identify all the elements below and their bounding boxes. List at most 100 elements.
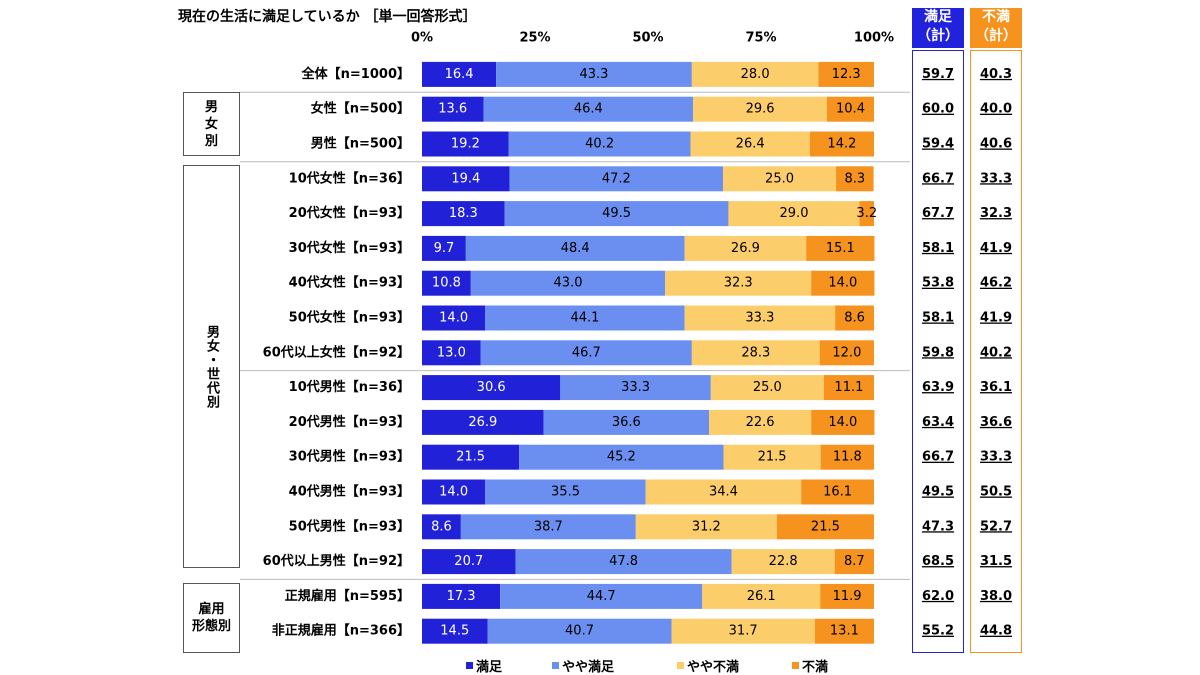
dissatisfied-total-value: 33.3 bbox=[980, 450, 1012, 465]
bar-value-label: 10.8 bbox=[432, 276, 461, 291]
bar-value-label: 14.2 bbox=[827, 137, 856, 152]
bar-value-label: 33.3 bbox=[621, 380, 650, 395]
dissatisfied-total-value: 50.5 bbox=[980, 485, 1012, 500]
bar-value-label: 22.6 bbox=[746, 415, 775, 430]
satisfied-total-value: 62.0 bbox=[922, 589, 954, 604]
dissatisfied-total-value: 32.3 bbox=[980, 206, 1012, 221]
bar-value-label: 11.1 bbox=[834, 380, 863, 395]
category-label: 60代以上男性【n=92】 bbox=[263, 553, 410, 569]
bar-value-label: 44.7 bbox=[587, 589, 616, 604]
category-label: 正規雇用【n=595】 bbox=[285, 588, 410, 604]
bar-value-label: 29.6 bbox=[746, 102, 775, 117]
bar-value-label: 47.8 bbox=[609, 554, 638, 569]
bar-value-label: 29.0 bbox=[780, 206, 809, 221]
bar-value-label: 47.2 bbox=[602, 171, 631, 186]
category-label: 20代男性【n=93】 bbox=[289, 414, 410, 430]
bar-value-label: 12.0 bbox=[832, 345, 861, 360]
bar-value-label: 12.3 bbox=[832, 67, 861, 82]
legend-swatch-somewhat-dissatisfied bbox=[677, 662, 684, 669]
satisfied-total-value: 60.0 bbox=[922, 102, 954, 117]
bar-value-label: 14.5 bbox=[440, 624, 469, 639]
bar-value-label: 26.9 bbox=[731, 241, 760, 256]
group-gender-age: 男女・世代別 bbox=[183, 165, 240, 568]
bar-value-label: 19.2 bbox=[451, 137, 480, 152]
bar-value-label: 48.4 bbox=[561, 241, 590, 256]
dissatisfied-total-value: 40.6 bbox=[980, 137, 1012, 152]
bar-value-label: 10.4 bbox=[836, 102, 865, 117]
bar-segment bbox=[835, 305, 874, 331]
category-label: 10代女性【n=36】 bbox=[289, 170, 410, 186]
chart-title: 現在の生活に満足しているか ［単一回答形式］ bbox=[178, 9, 477, 25]
category-label: 10代男性【n=36】 bbox=[289, 379, 410, 395]
category-label: 女性【n=500】 bbox=[311, 101, 410, 117]
bar-segment bbox=[422, 618, 488, 644]
bar-segment bbox=[723, 444, 821, 470]
bar-segment bbox=[811, 270, 875, 296]
bar-segment bbox=[691, 61, 819, 87]
bar-segment bbox=[684, 305, 836, 331]
satisfied-total-value: 58.1 bbox=[922, 311, 954, 326]
bar-segment bbox=[465, 235, 685, 261]
dissatisfied-total-value: 36.1 bbox=[980, 380, 1012, 395]
category-label: 50代男性【n=93】 bbox=[289, 518, 410, 534]
satisfied-total-frame bbox=[912, 50, 964, 653]
bar-segment bbox=[836, 166, 874, 192]
bar-segment bbox=[487, 618, 672, 644]
dissatisfied-total-value: 40.0 bbox=[980, 102, 1012, 117]
bar-value-label: 30.6 bbox=[477, 380, 506, 395]
satisfied-total-value: 66.7 bbox=[922, 450, 954, 465]
bar-value-label: 46.7 bbox=[572, 345, 601, 360]
legend-swatch-dissatisfied bbox=[792, 662, 799, 669]
category-label: 30代女性【n=93】 bbox=[289, 240, 410, 256]
bar-value-label: 21.5 bbox=[758, 450, 787, 465]
bar-segment bbox=[515, 549, 732, 575]
bar-value-label: 16.4 bbox=[445, 67, 474, 82]
x-tick-label: 100% bbox=[854, 31, 894, 46]
bar-value-label: 17.3 bbox=[447, 589, 476, 604]
category-label: 男性【n=500】 bbox=[311, 136, 410, 152]
dissatisfied-total-value: 44.8 bbox=[980, 624, 1012, 639]
bar-segment bbox=[496, 61, 692, 87]
bar-value-label: 19.4 bbox=[451, 171, 480, 186]
bar-segment bbox=[702, 583, 821, 609]
dissatisfied-total-frame bbox=[970, 50, 1022, 653]
bar-segment bbox=[509, 166, 724, 192]
bar-value-label: 8.6 bbox=[431, 519, 452, 534]
bar-segment bbox=[422, 375, 561, 401]
bar-value-label: 43.0 bbox=[554, 276, 583, 291]
bar-segment bbox=[543, 409, 710, 435]
bar-segment bbox=[480, 340, 692, 366]
bar-value-label: 44.1 bbox=[570, 311, 599, 326]
satisfied-total-value: 63.4 bbox=[922, 415, 954, 430]
x-tick-label: 25% bbox=[519, 31, 550, 46]
bar-segment bbox=[809, 131, 874, 157]
bar-value-label: 40.7 bbox=[565, 624, 594, 639]
bar-value-label: 13.0 bbox=[437, 345, 466, 360]
bar-segment bbox=[422, 305, 486, 331]
bar-value-label: 31.2 bbox=[692, 519, 721, 534]
bar-segment bbox=[485, 305, 685, 331]
legend-dissatisfied: 不満 bbox=[792, 656, 828, 675]
bar-segment bbox=[422, 96, 484, 122]
bar-value-label: 26.4 bbox=[736, 137, 765, 152]
bar-segment bbox=[671, 618, 815, 644]
x-tick-label: 75% bbox=[745, 31, 776, 46]
bar-value-label: 40.2 bbox=[585, 137, 614, 152]
bar-value-label: 13.1 bbox=[830, 624, 859, 639]
bar-value-label: 8.6 bbox=[844, 311, 865, 326]
bar-segment bbox=[422, 131, 509, 157]
bar-value-label: 34.4 bbox=[709, 485, 738, 500]
bar-segment bbox=[483, 96, 694, 122]
bar-segment bbox=[801, 479, 874, 505]
dissatisfied-total-header: 不満 （計） bbox=[970, 8, 1022, 48]
bar-segment bbox=[820, 583, 874, 609]
bar-value-label: 20.7 bbox=[454, 554, 483, 569]
bar-segment bbox=[811, 409, 875, 435]
bar-value-label: 11.8 bbox=[833, 450, 862, 465]
satisfied-total-value: 59.7 bbox=[922, 67, 954, 82]
satisfied-total-value: 49.5 bbox=[922, 485, 954, 500]
bar-value-label: 32.3 bbox=[724, 276, 753, 291]
bar-value-label: 21.5 bbox=[456, 450, 485, 465]
legend-swatch-somewhat-satisfied bbox=[552, 662, 559, 669]
satisfied-total-value: 67.7 bbox=[922, 206, 954, 221]
